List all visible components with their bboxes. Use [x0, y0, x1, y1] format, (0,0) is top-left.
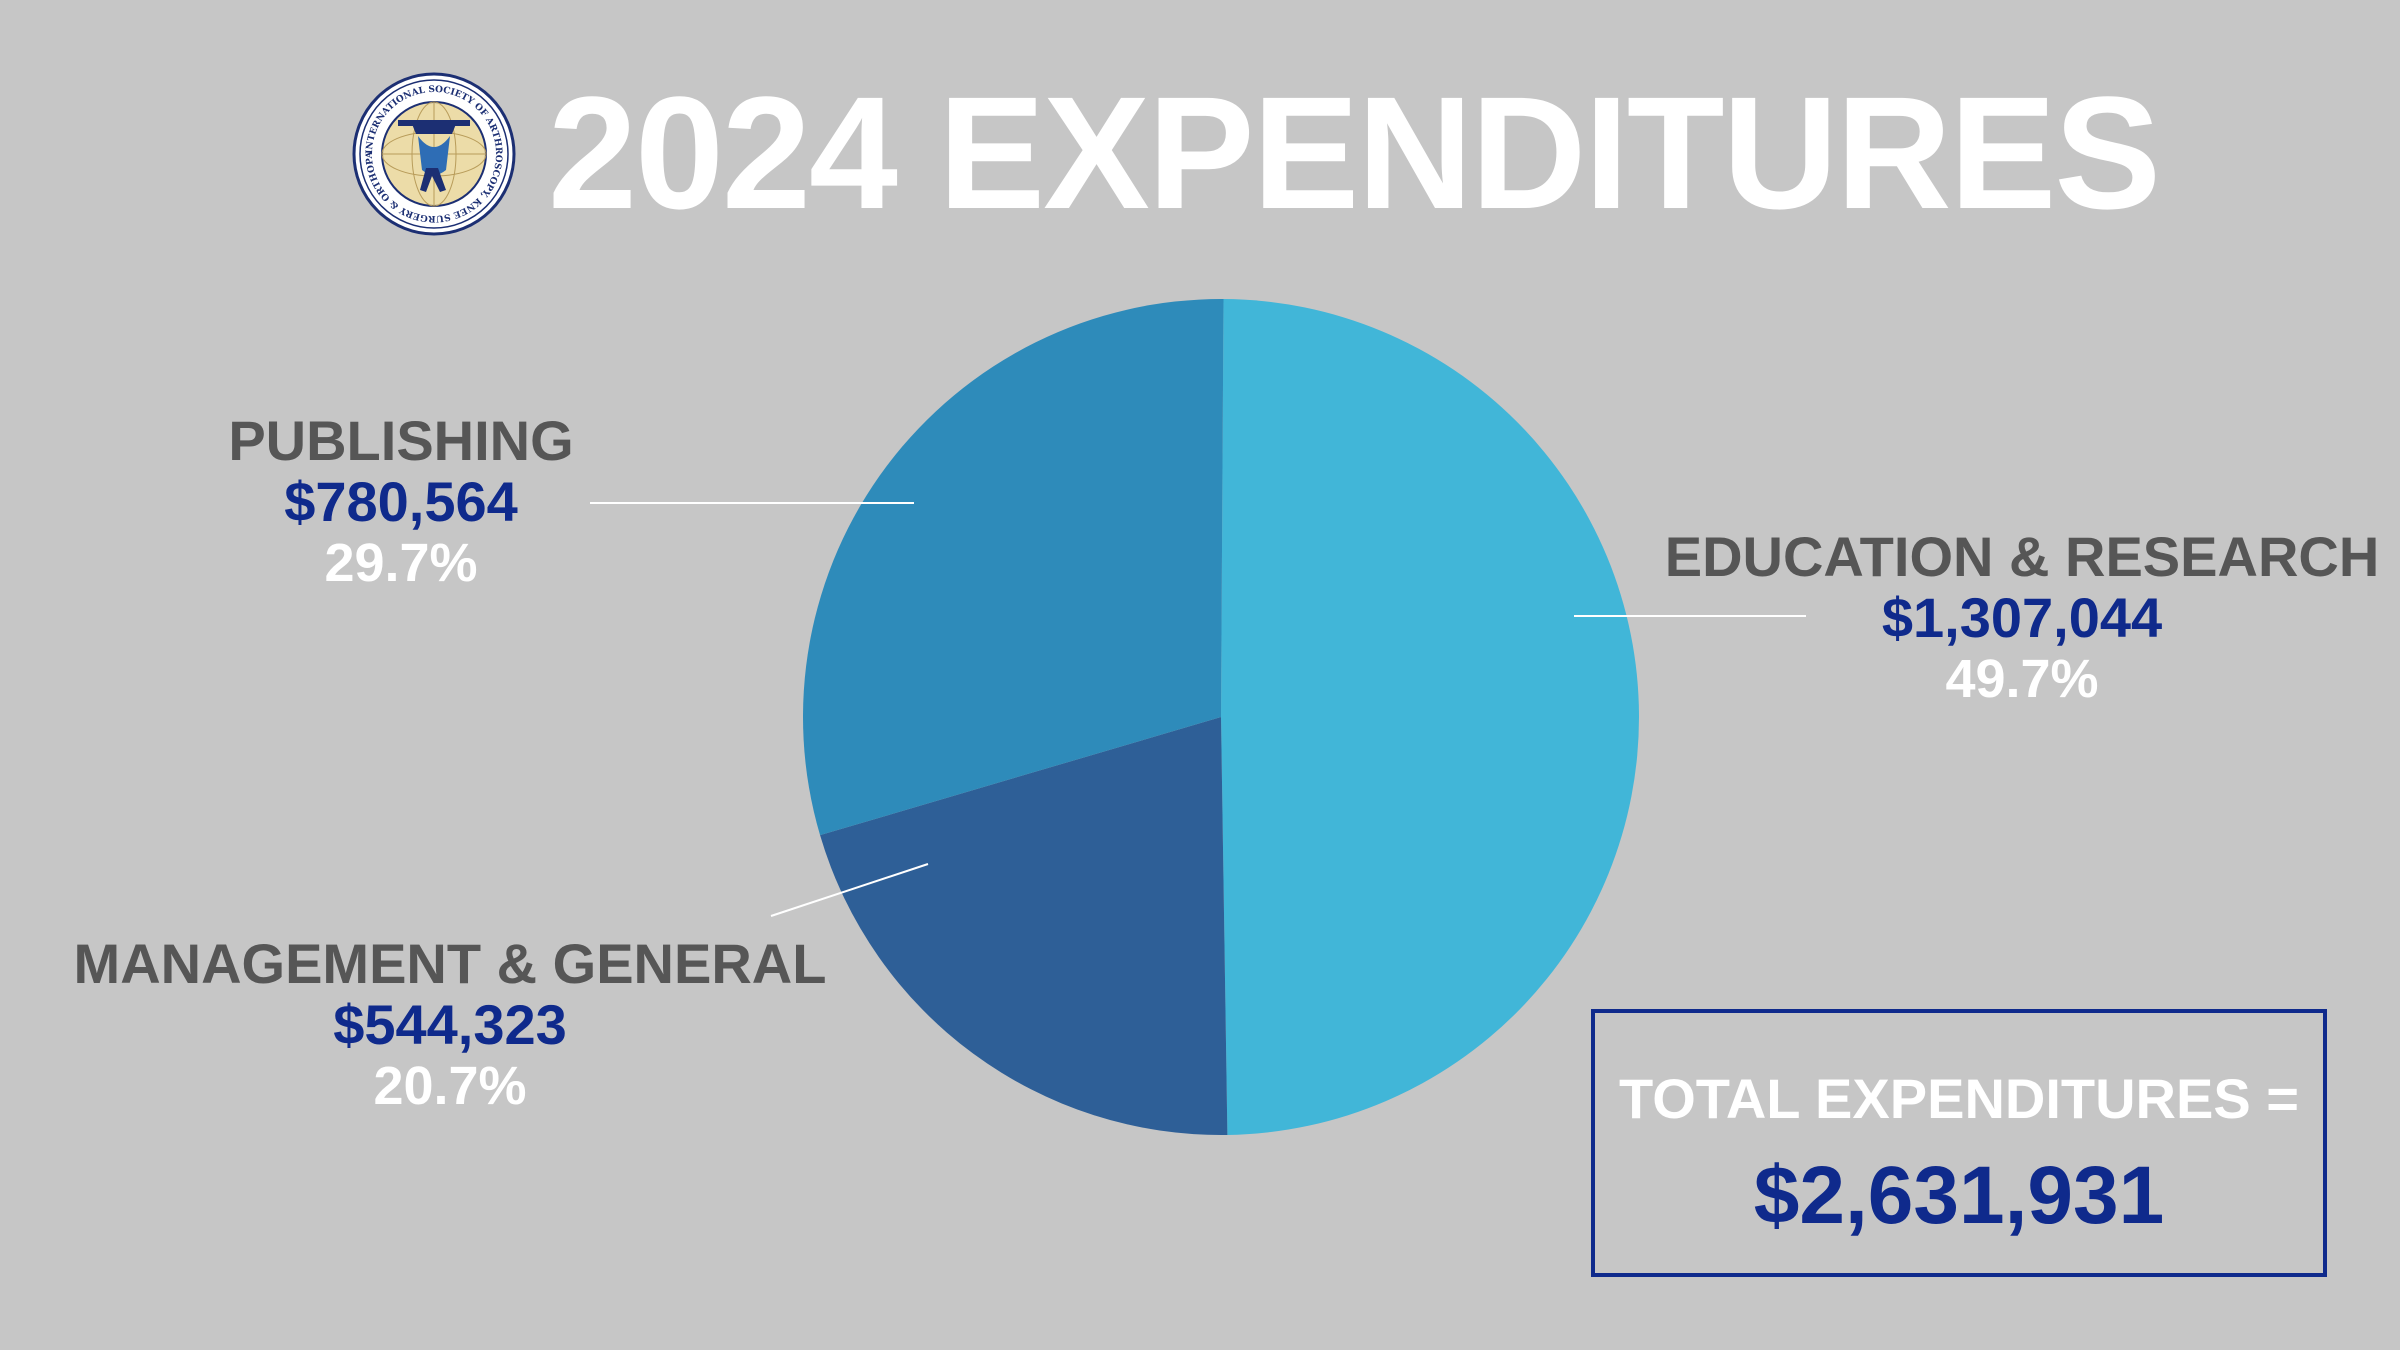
pie-slice-publishing	[803, 299, 1224, 836]
total-expenditures-box: TOTAL EXPENDITURES = $2,631,931	[1591, 1009, 2327, 1277]
label-publishing: PUBLISHING $780,564 29.7%	[201, 409, 601, 594]
leader-lines	[590, 502, 1806, 917]
education-amount: $1,307,044	[1881, 586, 2163, 649]
management-category: MANAGEMENT & GENERAL	[73, 932, 827, 995]
management-amount: $544,323	[333, 993, 567, 1056]
publishing-category: PUBLISHING	[228, 409, 574, 472]
pie-slice-management-general	[820, 717, 1228, 1135]
leader-line-management	[770, 863, 929, 917]
label-management-general: MANAGEMENT & GENERAL $544,323 20.7%	[50, 932, 850, 1117]
pie-slice-education-research	[1221, 299, 1639, 1135]
management-percent: 20.7%	[373, 1056, 527, 1116]
total-value: $2,631,931	[1753, 1150, 2165, 1241]
publishing-amount: $780,564	[284, 470, 518, 533]
pie-slices	[803, 299, 1639, 1135]
page-title: 2024 EXPENDITURES	[548, 63, 2161, 242]
title-row: INTERNATIONAL SOCIETY OF ARTHROSCOPY, KN…	[0, 60, 2400, 240]
label-education-research: EDUCATION & RESEARCH $1,307,044 49.7%	[1662, 525, 2382, 710]
organization-seal-logo: INTERNATIONAL SOCIETY OF ARTHROSCOPY, KN…	[352, 72, 516, 236]
total-label: TOTAL EXPENDITURES =	[1619, 1067, 2299, 1130]
education-category: EDUCATION & RESEARCH	[1664, 525, 2380, 588]
publishing-percent: 29.7%	[324, 533, 478, 593]
education-percent: 49.7%	[1945, 649, 2099, 709]
